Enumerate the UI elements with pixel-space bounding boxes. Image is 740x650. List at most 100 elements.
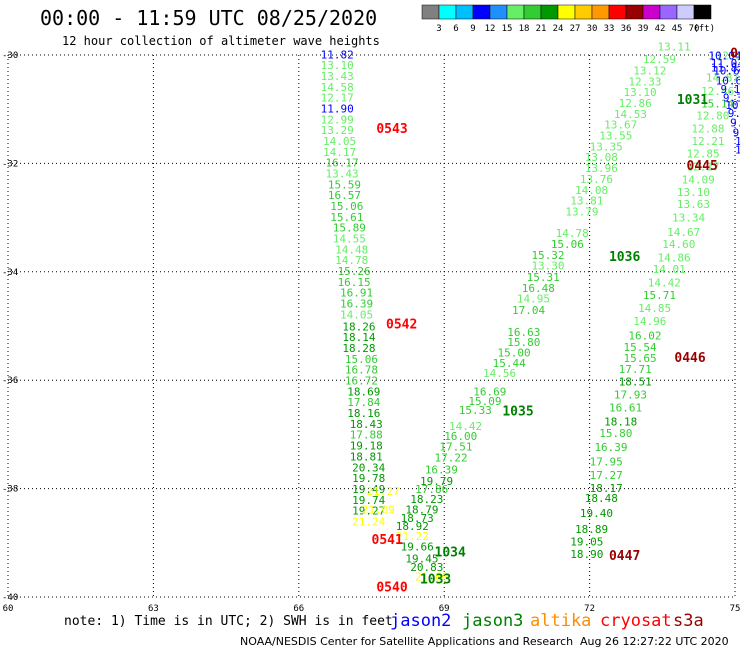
- wave-height-value: 21.24: [352, 515, 385, 528]
- wave-height-value: 18.48: [585, 492, 618, 505]
- pass-id-label: 0445: [687, 159, 718, 174]
- wave-height-value: 15.14: [701, 98, 734, 111]
- wave-height-value: 13.81: [570, 195, 603, 208]
- wave-height-value: 15.26: [338, 265, 371, 278]
- wave-height-value: 14.42: [449, 420, 482, 433]
- colorbar-label: 33: [604, 24, 615, 34]
- wave-height-value: 18.51: [619, 376, 652, 389]
- wave-height-value: 13.76: [580, 173, 613, 186]
- colorbar-label: 12: [485, 24, 496, 34]
- wave-height-value: 16.72: [345, 375, 378, 388]
- pass-id-label: 1034: [435, 545, 466, 560]
- colorbar-label: 18: [519, 24, 530, 34]
- wave-height-value: 18.73: [401, 512, 434, 525]
- pass-id-label: 1036: [609, 250, 640, 265]
- wave-height-value: 12.46: [701, 85, 734, 98]
- wave-height-value: 15.89: [333, 222, 366, 235]
- wave-height-value: 12.59: [643, 53, 676, 66]
- footer-timestamp: Aug 26 12:27:22 UTC 2020: [580, 635, 729, 648]
- x-tick-label: 66: [293, 604, 304, 614]
- colorbar-swatch: [523, 4, 542, 20]
- wave-height-value: 14.08: [575, 184, 608, 197]
- wave-height-value: 14.17: [323, 146, 356, 159]
- wave-height-value: 19.05: [570, 536, 603, 549]
- wave-height-value: 15.80: [599, 427, 632, 440]
- wave-height-value: 19.18: [350, 440, 383, 453]
- wave-height-value: 13.34: [672, 211, 705, 224]
- wave-height-value: 17.86: [415, 483, 448, 496]
- x-tick-label: 72: [584, 604, 595, 614]
- wave-height-value: 14.42: [648, 276, 681, 289]
- colorbar-label: 6: [453, 24, 458, 34]
- wave-height-value: 16.69: [473, 385, 506, 398]
- wave-height-value: 17.84: [347, 396, 380, 409]
- colorbar-swatch: [557, 4, 576, 20]
- wave-height-value: 14.05: [340, 308, 373, 321]
- wave-height-value: 14.60: [662, 238, 695, 251]
- x-tick-label: 69: [439, 604, 450, 614]
- wave-height-value: 18.92: [396, 520, 429, 533]
- wave-height-value: 21.22: [396, 530, 429, 543]
- wave-height-value: 19.74: [352, 494, 385, 507]
- colorbar-label: 39: [638, 24, 649, 34]
- colorbar-unit: (ft): [693, 24, 715, 34]
- colorbar-swatch: [489, 4, 508, 20]
- wave-height-value: 12.80: [696, 109, 729, 122]
- wave-height-value: 13.43: [321, 70, 354, 83]
- wave-height-value: 14.09: [682, 173, 715, 186]
- wave-height-value: 18.18: [604, 416, 637, 429]
- wave-height-value: 15.65: [624, 352, 657, 365]
- wave-height-value: 11.03: [711, 57, 740, 70]
- colorbar-legend: 3 6 9 12 15 18 21 24 27 30 33 36 39 42 45 70(ft): [421, 4, 715, 34]
- pass-id-label: 0540: [376, 581, 407, 596]
- colorbar-swatch: [506, 4, 525, 20]
- wave-height-value: 18.28: [342, 342, 375, 355]
- colorbar-label: 45: [672, 24, 683, 34]
- pass-id-label: 0447: [609, 549, 640, 564]
- wave-height-value: 16.91: [340, 287, 373, 300]
- wave-height-value: 10.10: [725, 99, 740, 112]
- wave-height-value: 18.17: [590, 482, 623, 495]
- wave-height-value: 15.33: [459, 404, 492, 417]
- wave-height-value: 12.85: [687, 147, 720, 160]
- wave-height-value: 12.99: [321, 113, 354, 126]
- colorbar-swatch: [693, 4, 712, 20]
- legend-entry-s3a: s3a: [673, 611, 704, 631]
- colorbar-swatch: [540, 4, 559, 20]
- wave-height-value: 13.11: [657, 41, 690, 54]
- wave-height-value: 10.63: [713, 65, 740, 78]
- wave-height-value: 17.88: [350, 429, 383, 442]
- wave-height-value: 16.00: [444, 430, 477, 443]
- wave-height-value: 15.06: [330, 200, 363, 213]
- wave-height-value: 18.69: [347, 385, 380, 398]
- wave-height-value: 13.10: [677, 186, 710, 199]
- wave-height-value: 10.04: [708, 49, 740, 62]
- pass-id-label: 0541: [372, 533, 403, 548]
- colorbar-label: 21: [536, 24, 547, 34]
- colorbar-swatch: [421, 4, 440, 20]
- y-tick-label: -36: [2, 376, 18, 386]
- wave-height-value: 11.82: [321, 48, 354, 61]
- wave-height-value: 13.55: [599, 130, 632, 143]
- wave-height-value: 16.78: [345, 364, 378, 377]
- wave-height-value: 15.06: [345, 353, 378, 366]
- wave-height-value: 18.89: [575, 523, 608, 536]
- footnote: note: 1) Time is in UTC; 2) SWH is in fe…: [64, 614, 393, 629]
- colorbar-label: 9: [470, 24, 475, 34]
- wave-height-value: 20.34: [352, 461, 385, 474]
- legend-entry-jason3: jason3: [462, 611, 523, 631]
- wave-height-value: 14.96: [633, 315, 666, 328]
- wave-height-value: 14.55: [333, 233, 366, 246]
- wave-height-value: 15.06: [551, 238, 584, 251]
- colorbar-swatch: [472, 4, 491, 20]
- wave-height-value: 13.10: [321, 59, 354, 72]
- wave-height-value: 15.00: [498, 346, 531, 359]
- wave-height-value: 9.41: [730, 117, 740, 130]
- chart-subtitle: 12 hour collection of altimeter wave hei…: [62, 34, 380, 48]
- wave-height-value: 13.63: [677, 198, 710, 211]
- wave-height-value: 13.08: [585, 151, 618, 164]
- footer-credit: NOAA/NESDIS Center for Satellite Applica…: [240, 635, 573, 648]
- wave-height-value: 16.17: [325, 157, 358, 170]
- wave-height-value: 13.43: [325, 167, 358, 180]
